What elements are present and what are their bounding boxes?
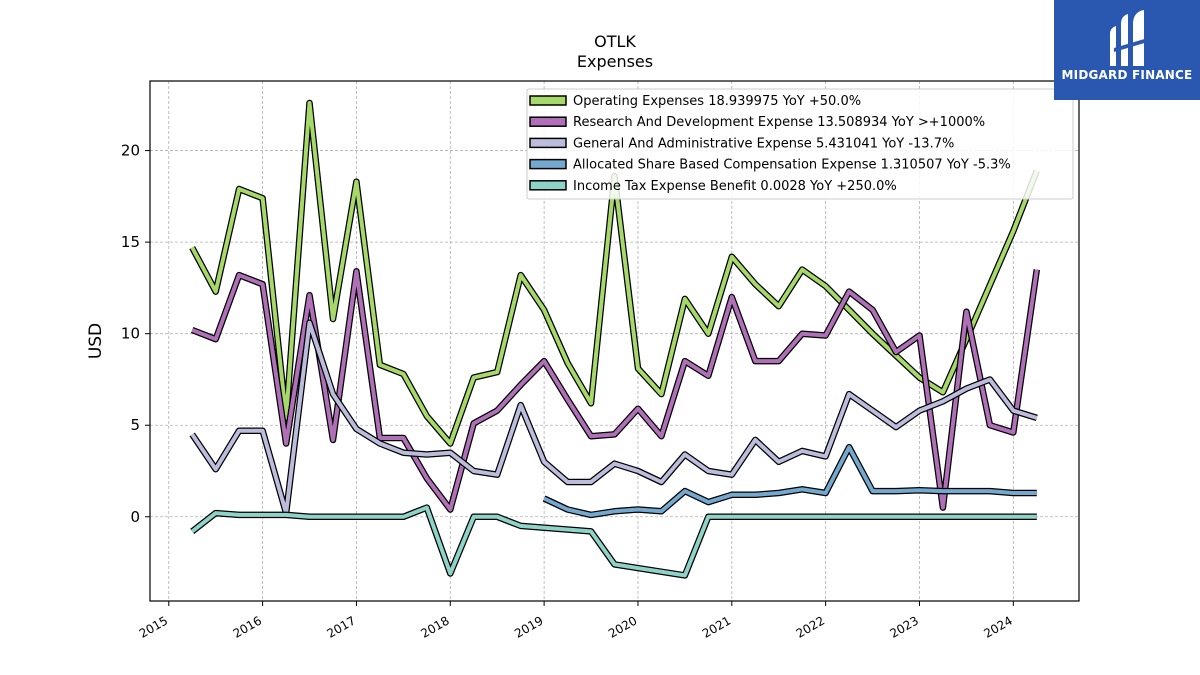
legend-swatch-2 (529, 137, 567, 149)
y-tick-label: 0 (130, 508, 140, 526)
series-line-2 (190, 320, 1038, 516)
legend-label-0: Operating Expenses 18.939975 YoY +50.0% (573, 94, 861, 109)
x-tick-label: 2022 (794, 613, 827, 640)
legend-label-2: General And Administrative Expense 5.431… (573, 136, 954, 151)
series-line-4 (190, 505, 1037, 578)
legend-box (526, 88, 1074, 200)
y-tick-label: 20 (121, 142, 140, 160)
logo-text: MIDGARD FINANCE (1061, 68, 1193, 82)
plot-frame (149, 80, 1080, 602)
legend-swatch-3 (529, 158, 567, 170)
series-line-1 (191, 269, 1039, 512)
x-tick-label: 2019 (512, 613, 545, 640)
series-layer (189, 99, 1041, 579)
legend-label-1: Research And Development Expense 13.5089… (573, 115, 985, 130)
series-line-0 (190, 101, 1039, 446)
axis-ticks: 2015 2016 2017 2018 2019 2020 2021 2022 2023 2024… (121, 142, 1015, 641)
y-tick-label: 15 (121, 233, 140, 251)
x-tick-label: 2016 (231, 613, 264, 640)
series-line-3 (543, 445, 1037, 517)
legend: Operating Expenses 18.939975 YoY +50.0% R… (526, 88, 1074, 200)
x-tick-label: 2023 (888, 613, 921, 640)
midgard-finance-logo: MIDGARD FINANCE (1054, 0, 1200, 100)
x-tick-label: 2020 (606, 613, 639, 640)
legend-swatch-0 (529, 95, 567, 106)
x-tick-label: 2017 (324, 613, 357, 640)
chart-title: OTLK (594, 32, 636, 51)
y-tick-label: 10 (121, 325, 140, 343)
legend-label-3: Allocated Share Based Compensation Expen… (573, 158, 1011, 173)
legend-swatch-4 (529, 180, 567, 191)
x-tick-label: 2021 (700, 613, 733, 640)
legend-label-4: Income Tax Expense Benefit 0.0028 YoY +2… (573, 179, 897, 194)
midgard-logo-icon (1110, 10, 1148, 66)
x-tick-label: 2015 (137, 613, 170, 640)
x-tick-label: 2024 (981, 613, 1014, 640)
series-outline-1 (191, 268, 1041, 513)
y-tick-label: 5 (130, 416, 140, 434)
chart-subtitle: Expenses (577, 52, 653, 71)
x-tick-label: 2018 (418, 613, 451, 640)
y-axis-label: USD (86, 323, 106, 359)
legend-swatch-1 (529, 116, 567, 127)
